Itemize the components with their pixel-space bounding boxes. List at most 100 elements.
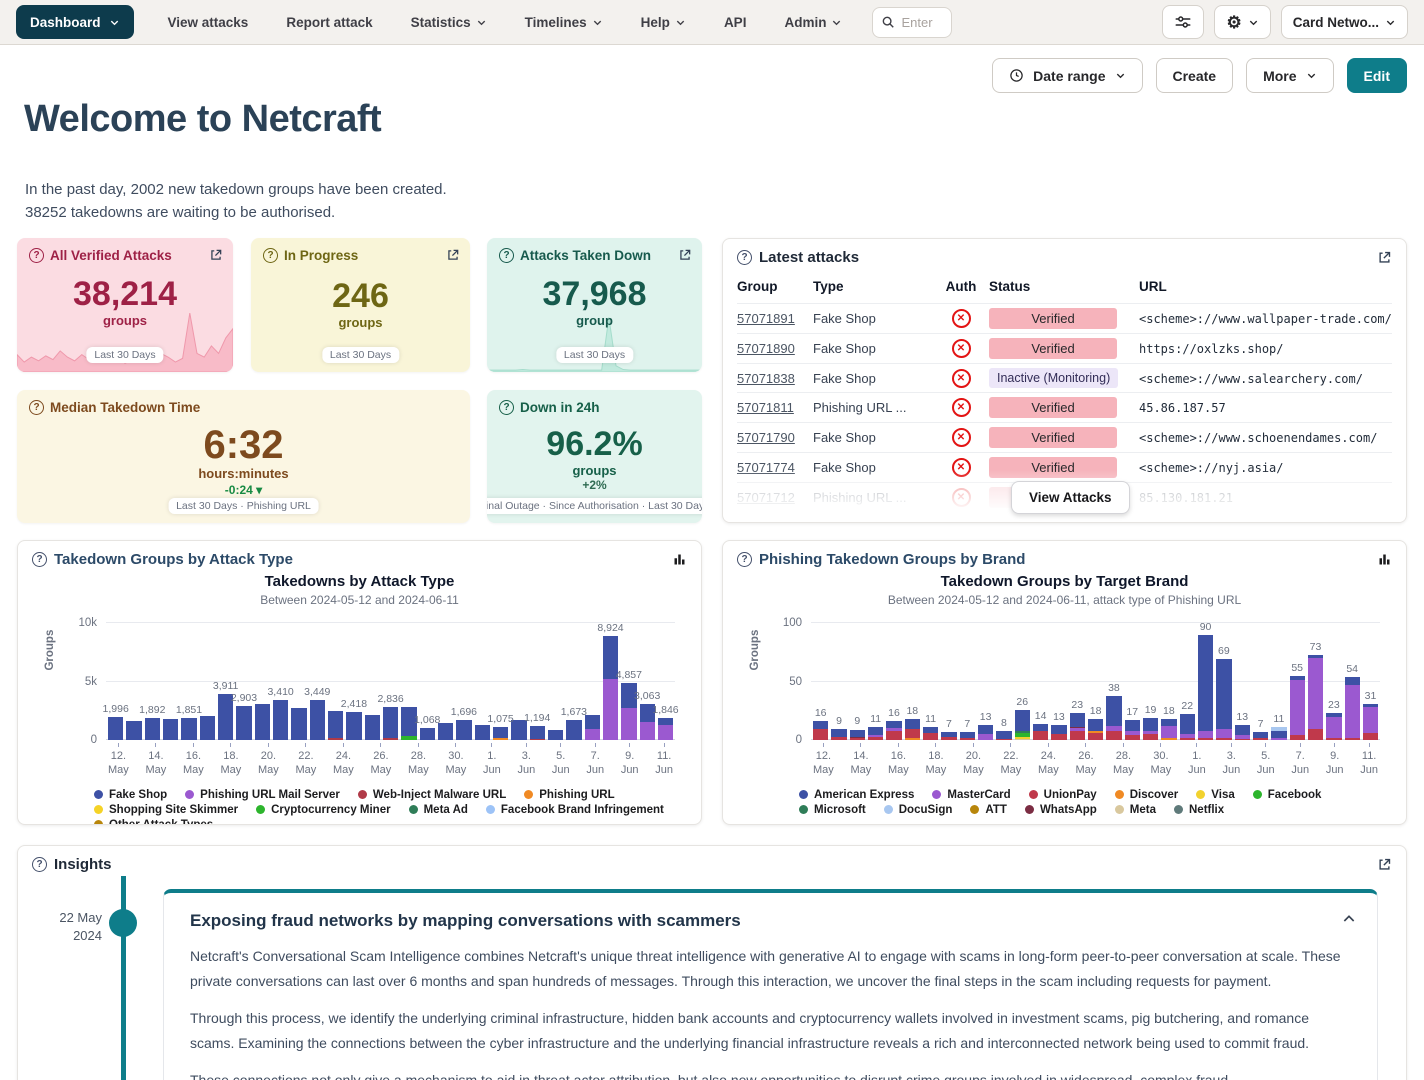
x-tick-label: 9. Jun (1326, 743, 1344, 778)
legend-item-oa: Other Attack Types (94, 819, 213, 825)
nav-item-report-attack[interactable]: Report attack (286, 15, 372, 30)
x-tick-label: 18. May (926, 743, 947, 778)
stat-unit: group (499, 313, 690, 328)
x-tick-label: 5. Jun (1257, 743, 1275, 778)
bar-segment-un (1363, 733, 1378, 740)
timeline-line (121, 876, 126, 1080)
settings-button[interactable]: ⚙ (1214, 5, 1270, 39)
help-icon[interactable] (737, 552, 752, 567)
bar-value-label: 13 (1053, 711, 1065, 723)
legend-item-di: Discover (1115, 789, 1179, 801)
bar-segment-am (886, 721, 901, 728)
attack-url: <scheme>://www.salearchery.com/ (1139, 372, 1363, 386)
view-attacks-button[interactable]: View Attacks (1011, 481, 1130, 514)
bar-chart-icon[interactable] (672, 552, 687, 567)
x-tick-label: 24. May (333, 743, 354, 778)
nav-item-view-attacks[interactable]: View attacks (168, 15, 249, 30)
nav-item-api[interactable]: API (724, 15, 747, 30)
help-icon[interactable] (499, 400, 514, 415)
help-icon[interactable] (499, 248, 514, 263)
stat-title: Attacks Taken Down (520, 248, 651, 263)
more-button[interactable]: More (1246, 58, 1333, 93)
cell-status: Verified (989, 453, 1139, 483)
bar: 13 (978, 623, 993, 740)
bar: 1,696 (456, 623, 471, 740)
edit-button[interactable]: Edit (1347, 58, 1407, 93)
x-tick-label (1099, 743, 1110, 778)
cell-group: 57071712 (737, 483, 813, 513)
bar-segment-am (1143, 718, 1158, 731)
x-tick-label: 1. Jun (483, 743, 501, 778)
chevron-up-icon[interactable] (1341, 911, 1357, 927)
help-icon[interactable] (29, 400, 44, 415)
chevron-down-icon (476, 17, 487, 28)
legend-dot (1174, 805, 1183, 814)
bar-segment-di (905, 738, 920, 740)
legend-item-mc: MasterCard (932, 789, 1010, 801)
attack-url: <scheme>://nyj.asia/ (1139, 461, 1284, 475)
bar-value-label: 3,911 (213, 680, 239, 692)
create-button[interactable]: Create (1156, 58, 1234, 93)
group-link[interactable]: 57071811 (737, 400, 794, 415)
external-link-icon[interactable] (446, 248, 460, 262)
legend-label: Fake Shop (109, 789, 167, 801)
status-badge: Verified (989, 397, 1117, 418)
cell-auth (933, 453, 989, 483)
help-icon[interactable] (263, 248, 278, 263)
group-link[interactable]: 57071890 (737, 341, 795, 356)
nav-item-help[interactable]: Help (641, 15, 686, 30)
group-link[interactable]: 57071838 (737, 371, 795, 386)
cell-type: Fake Shop (813, 334, 933, 364)
bar-segment-mc (1161, 726, 1176, 738)
chevron-down-icon (675, 17, 686, 28)
group-link[interactable]: 57071891 (737, 311, 795, 326)
external-link-icon[interactable] (1377, 250, 1392, 265)
table-row: 57071774Fake ShopVerified<scheme>://nyj.… (737, 453, 1392, 483)
nav-item-timelines[interactable]: Timelines (525, 15, 603, 30)
bar-segment-un (1180, 738, 1195, 740)
help-icon[interactable] (29, 248, 44, 263)
nav-item-admin[interactable]: Admin (784, 15, 842, 30)
filters-button[interactable] (1162, 5, 1204, 39)
chevron-down-icon (1115, 70, 1126, 81)
attack-url: 45.86.187.57 (1139, 401, 1226, 415)
x-tick-label: 12. May (108, 743, 129, 778)
bar-segment-fs (383, 707, 398, 738)
legend-label: MasterCard (947, 789, 1010, 801)
bar-segment-am (1106, 696, 1121, 726)
bar: 1,851 (181, 623, 196, 740)
table-row: 57071790Fake ShopVerified<scheme>://www.… (737, 423, 1392, 453)
bar-value-label: 11 (925, 713, 936, 725)
stat-unit: groups (263, 315, 458, 330)
group-link[interactable]: 57071774 (737, 460, 795, 475)
help-icon[interactable] (737, 250, 752, 265)
nav-item-label: Admin (784, 15, 826, 30)
nav-dashboard-button[interactable]: Dashboard (16, 5, 134, 39)
insight-paragraph: These connections not only give a mechan… (190, 1068, 1351, 1080)
bar-segment-un (1216, 738, 1231, 740)
bar-chart-icon[interactable] (1377, 552, 1392, 567)
bar-segment-am (850, 730, 865, 737)
global-search[interactable] (872, 7, 952, 38)
bar-value-label: 8 (1001, 717, 1007, 729)
card-network-dropdown[interactable]: Card Netwo... (1281, 5, 1408, 39)
x-tick-label (319, 743, 330, 778)
external-link-icon[interactable] (209, 248, 223, 262)
external-link-icon[interactable] (1377, 857, 1392, 872)
external-link-icon[interactable] (678, 248, 692, 262)
search-input[interactable] (901, 15, 943, 30)
nav-item-statistics[interactable]: Statistics (411, 15, 487, 30)
bar-value-label: 3,410 (267, 686, 293, 698)
group-link[interactable]: 57071790 (737, 430, 795, 445)
group-link[interactable]: 57071712 (737, 490, 795, 505)
bar-value-label: 7 (1258, 718, 1264, 730)
legend-dot (1196, 790, 1205, 799)
bar-segment-fs (200, 716, 215, 740)
x-tick-label: 28. May (1113, 743, 1134, 778)
date-range-button[interactable]: Date range (992, 58, 1142, 93)
bar (255, 623, 270, 740)
help-icon[interactable] (32, 552, 47, 567)
help-icon[interactable] (32, 857, 47, 872)
stat-delta[interactable]: -0:24 ▾ (29, 483, 458, 497)
more-label: More (1263, 68, 1296, 84)
